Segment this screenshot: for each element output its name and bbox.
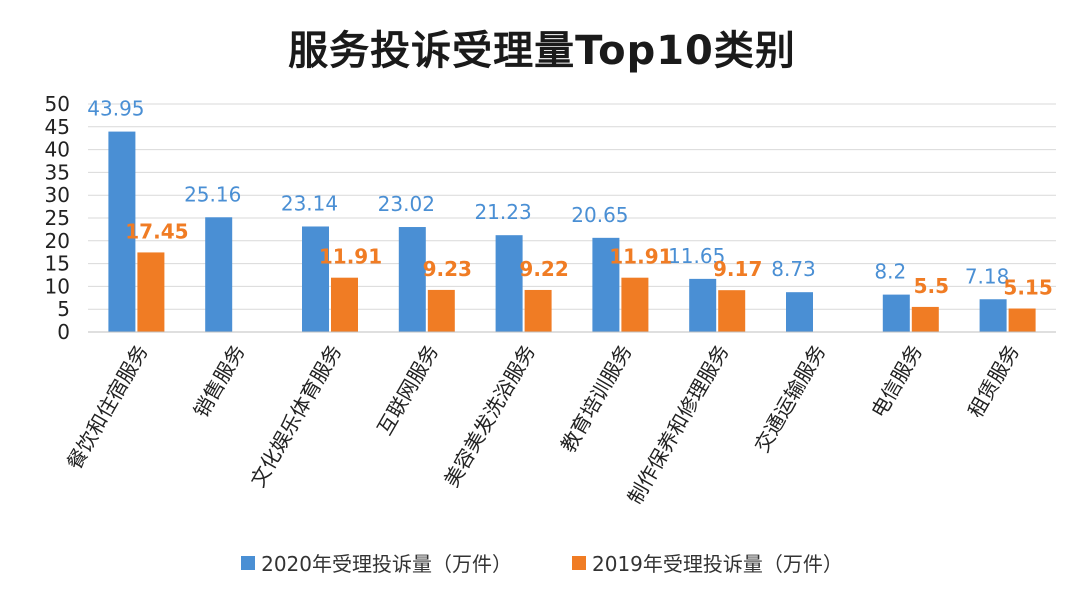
data-label-2020-0: 43.95 [87,97,144,121]
bar-2020-4 [495,235,523,332]
data-label-2020-5: 20.65 [571,203,628,227]
bar-2020-2 [302,226,329,332]
y-tick-label-35: 35 [45,160,70,184]
y-tick-label-20: 20 [45,229,70,253]
y-tick-label-5: 5 [57,297,70,321]
y-tick-label-15: 15 [45,252,70,276]
data-label-2020-4: 21.23 [474,200,531,224]
bar-2019-2 [331,277,358,332]
data-label-2019-3: 9.23 [423,257,472,281]
data-label-2020-2: 23.14 [281,191,338,215]
bar-2019-3 [427,289,455,332]
legend-swatch-2020 [241,555,256,570]
legend-label-2019: 2019年受理投诉量（万件） [592,552,843,576]
y-tick-label-10: 10 [45,274,70,298]
data-label-2019-4: 9.22 [519,257,568,281]
bar-2020-5 [592,237,620,332]
data-label-2019-9: 5.15 [1003,276,1052,300]
bar-2020-9 [979,299,1007,332]
bar-2019-8 [911,306,939,332]
bar-2020-8 [882,294,910,332]
data-label-2019-8: 5.5 [914,274,949,298]
data-label-2020-6: 11.65 [668,244,725,268]
data-label-2019-5: 11.91 [609,245,672,269]
chart-title: 服务投诉受理量Top10类别 [288,28,796,74]
data-label-2020-3: 23.02 [378,192,435,216]
bar-2020-3 [398,227,426,332]
bar-2020-0 [108,131,136,332]
x-category-label-8: 电信服务 [866,341,927,422]
x-category-label-3: 互联网服务 [372,341,443,440]
bar-2019-4 [524,289,552,332]
x-category-label-2: 文化娱乐体育服务 [246,341,347,492]
bar-2019-9 [1008,308,1036,332]
y-tick-label-40: 40 [45,138,70,162]
y-tick-label-45: 45 [45,115,70,139]
x-category-label-5: 教育培训服务 [556,341,637,457]
x-category-label-0: 餐饮和住宿服务 [62,341,153,474]
data-label-2019-0: 17.45 [125,219,188,243]
legend-item-2019[interactable]: 2019年受理投诉量（万件） [572,548,843,577]
y-tick-label-0: 0 [57,320,70,344]
data-label-2020-1: 25.16 [184,182,241,206]
bar-2020-1 [205,217,233,332]
y-tick-label-25: 25 [45,206,70,230]
bar-2019-0 [137,252,165,332]
bar-2019-6 [718,290,746,332]
x-category-label-6: 制作保养和修理服务 [623,341,734,509]
bar-2019-5 [621,277,649,332]
bar-2020-7 [786,292,813,332]
y-tick-label-50: 50 [45,92,70,116]
x-category-label-1: 销售服务 [189,341,250,422]
legend-label-2020: 2020年受理投诉量（万件） [261,552,512,576]
data-label-2020-9: 7.18 [965,264,1010,288]
x-category-label-4: 美容美发洗浴服务 [439,341,540,492]
data-label-2020-8: 8.2 [874,260,906,284]
x-category-label-7: 交通运输服务 [750,341,831,457]
bar-2020-6 [689,278,717,332]
legend: 2020年受理投诉量（万件） 2019年受理投诉量（万件） [0,548,1084,577]
x-category-label-9: 租赁服务 [963,341,1024,422]
legend-item-2020[interactable]: 2020年受理投诉量（万件） [241,548,512,577]
data-label-2020-7: 8.73 [771,257,816,281]
data-label-2019-6: 9.17 [713,257,762,281]
legend-swatch-2019 [572,555,586,570]
y-tick-label-30: 30 [45,183,70,207]
data-label-2019-2: 11.91 [319,245,382,269]
